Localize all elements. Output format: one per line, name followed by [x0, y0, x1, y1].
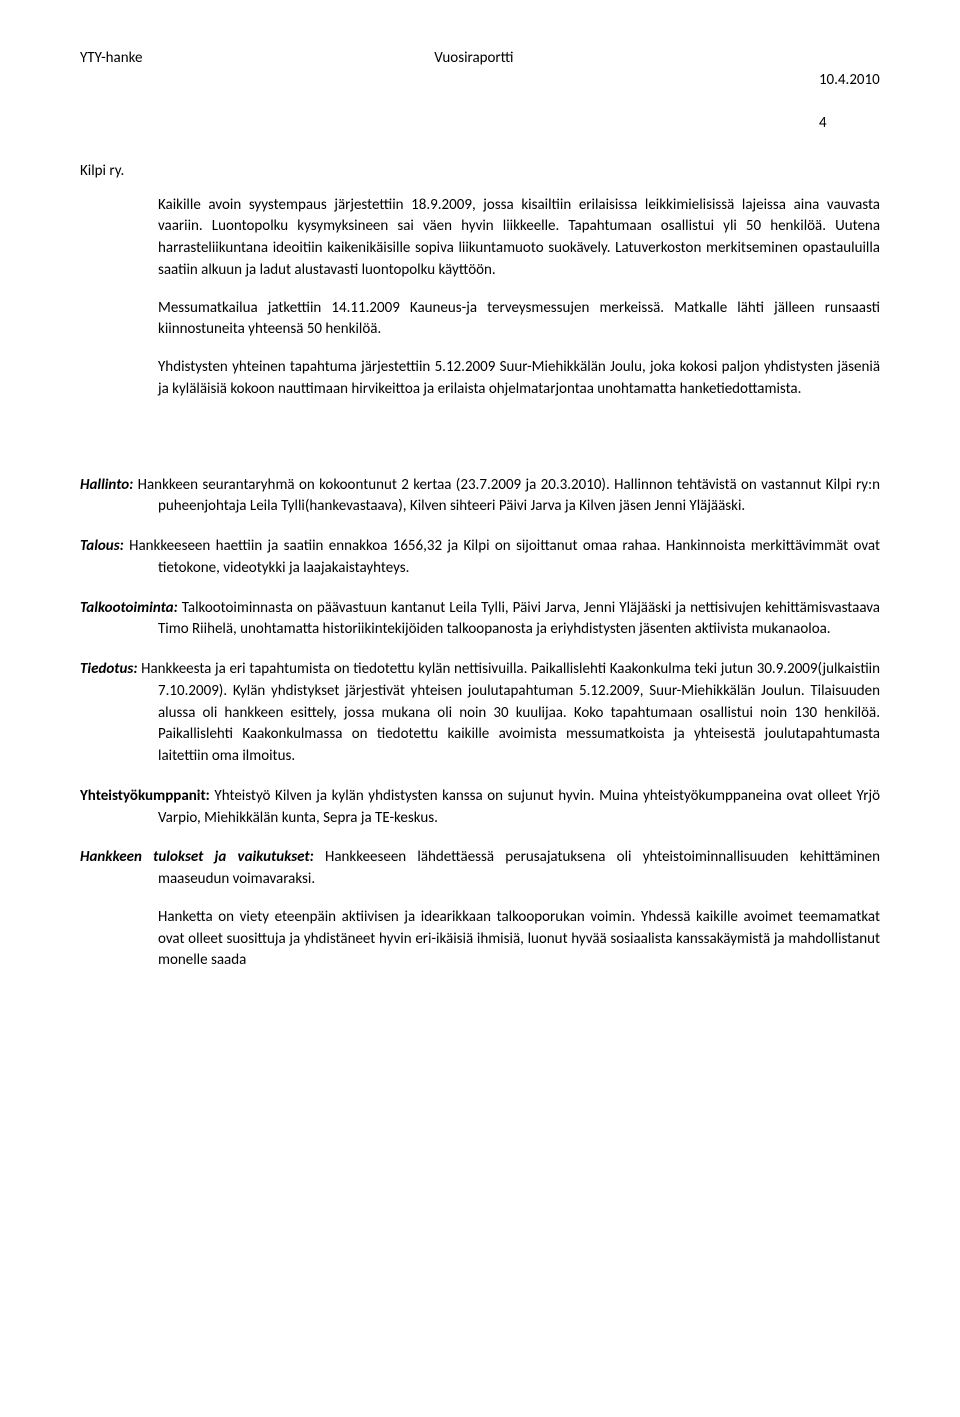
section-gap: [80, 417, 880, 457]
hallinto-label: Hallinto:: [80, 476, 133, 494]
tiedotus-label: Tiedotus:: [80, 660, 137, 678]
tulokset-paragraph-2: Hanketta on viety eteenpäin aktiivisen j…: [158, 907, 880, 972]
document-header: YTY-hanke Vuosiraportti 10.4.2010 4: [80, 48, 880, 157]
header-date: 10.4.2010: [819, 71, 880, 89]
talous-text: Hankkeeseen haettiin ja saatiin ennakkoa…: [124, 537, 880, 577]
section-tulokset: Hankkeen tulokset ja vaikutukset: Hankke…: [158, 847, 880, 891]
tulokset-label: Hankkeen tulokset ja vaikutukset:: [80, 848, 314, 866]
hallinto-text: Hankkeen seurantaryhmä on kokoontunut 2 …: [133, 476, 880, 516]
yhteistyo-label: Yhteistyökumppanit:: [80, 787, 210, 805]
talkoo-text: Talkootoiminnasta on päävastuun kantanut…: [158, 599, 880, 639]
header-page-number: 4: [819, 114, 827, 132]
talkoo-label: Talkootoiminta:: [80, 599, 178, 617]
body-paragraph-1: Kaikille avoin syystempaus järjestettiin…: [158, 195, 880, 282]
tiedotus-text: Hankkeesta ja eri tapahtumista on tiedot…: [137, 660, 880, 765]
header-center: Vuosiraportti: [434, 48, 513, 157]
yhteistyo-text: Yhteistyö Kilven ja kylän yhdistysten ka…: [158, 787, 880, 827]
section-hallinto: Hallinto: Hankkeen seurantaryhmä on koko…: [158, 475, 880, 519]
header-left2: Kilpi ry.: [80, 161, 880, 183]
section-talkoo: Talkootoiminta: Talkootoiminnasta on pää…: [158, 598, 880, 642]
section-yhteistyo: Yhteistyökumppanit: Yhteistyö Kilven ja …: [158, 786, 880, 830]
header-right: 10.4.2010 4: [805, 48, 880, 157]
section-tiedotus: Tiedotus: Hankkeesta ja eri tapahtumista…: [158, 659, 880, 768]
section-talous: Talous: Hankkeeseen haettiin ja saatiin …: [158, 536, 880, 580]
body-paragraph-2: Messumatkailua jatkettiin 14.11.2009 Kau…: [158, 298, 880, 342]
talous-label: Talous:: [80, 537, 124, 555]
header-left: YTY-hanke: [80, 48, 142, 157]
body-paragraph-3: Yhdistysten yhteinen tapahtuma järjestet…: [158, 357, 880, 401]
